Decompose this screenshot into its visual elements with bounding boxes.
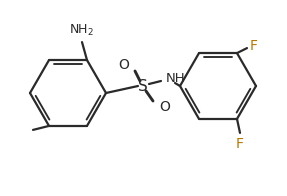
Text: O: O: [118, 58, 129, 72]
Text: S: S: [138, 79, 148, 93]
Text: F: F: [250, 39, 258, 53]
Text: NH: NH: [166, 72, 186, 84]
Text: NH$_2$: NH$_2$: [69, 23, 94, 38]
Text: F: F: [236, 137, 244, 151]
Text: O: O: [159, 100, 170, 114]
